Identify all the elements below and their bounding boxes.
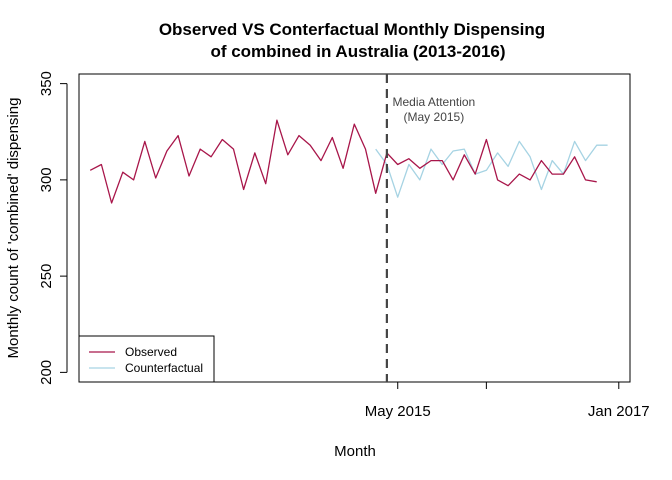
series-line-counterfactual	[375, 140, 608, 198]
x-tick-label: Jan 2017	[588, 403, 650, 420]
x-axis: May 2015 Jan 2017	[365, 381, 650, 420]
y-tick-label: 200	[38, 360, 55, 385]
series-layer	[89, 119, 608, 204]
chart-title-line2: of combined in Australia (2013-2016)	[210, 42, 505, 61]
chart-title-line1: Observed VS Conterfactual Monthly Dispen…	[159, 20, 545, 39]
legend-box	[78, 335, 215, 383]
plot-frame	[78, 73, 631, 383]
y-tick-label: 250	[38, 264, 55, 289]
series-line-observed	[89, 119, 597, 204]
y-tick-label: 350	[38, 71, 55, 96]
legend-label-observed: Observed	[125, 345, 177, 359]
legend: Observed Counterfactual	[78, 335, 215, 383]
legend-label-counterfactual: Counterfactual	[125, 361, 203, 375]
x-tick-label: May 2015	[365, 403, 431, 420]
intervention-label-line2: (May 2015)	[404, 110, 465, 124]
y-axis-label: Monthly count of 'combined' dispensing	[5, 98, 22, 359]
x-axis-label: Month	[334, 443, 376, 460]
intervention-label-line1: Media Attention	[393, 95, 476, 109]
y-tick-label: 300	[38, 167, 55, 192]
y-axis: 200 250 300 350	[38, 71, 68, 385]
